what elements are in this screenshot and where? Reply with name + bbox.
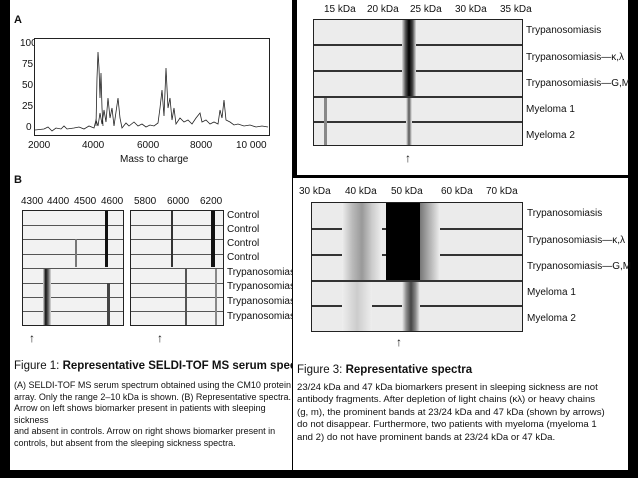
y-tick-75: 75 [22, 59, 34, 70]
b-tick-4400: 4400 [47, 196, 70, 207]
top-lane-label-4: Myeloma 1 [526, 104, 575, 115]
top-tick-30kda: 30 kDa [455, 4, 487, 15]
lane-label-control-4: Control [227, 252, 260, 263]
y-tick-25: 25 [22, 101, 34, 112]
caption-line: Arrow on left shows biomarker present in… [14, 403, 266, 425]
gel-group-2 [130, 210, 224, 326]
gel-top [313, 19, 523, 146]
gel-bottom [311, 202, 523, 332]
lane-label-trypanosomiasis-4: Trypanosomiasis [227, 311, 303, 322]
bottom-tick-50kda: 50 kDa [391, 186, 423, 197]
caption-line: array. Only the range 2–10 kDa is shown.… [14, 391, 291, 402]
bottom-tick-30kda: 30 kDa [299, 186, 331, 197]
caption-line: and 2) do not have prominent bands at 23… [297, 431, 556, 443]
caption-line: and absent in controls. Arrow on right s… [14, 426, 276, 437]
bottom-lane-label-1: Trypanosomiasis [527, 208, 603, 219]
figure-3-top-panel: 15 kDa 20 kDa 25 kDa 30 kDa 35 kDa Trypa… [297, 0, 631, 175]
top-lane-label-5: Myeloma 2 [526, 130, 575, 141]
up-arrow-icon-bottom-gel: ↑ [396, 335, 402, 349]
caption-line: (A) SELDI-TOF MS serum spectrum obtained… [14, 380, 291, 390]
figure-3-title-bold: Representative spectra [345, 364, 473, 376]
top-tick-35kda: 35 kDa [500, 4, 532, 15]
bottom-tick-40kda: 40 kDa [345, 186, 377, 197]
x-tick-10000: 10 000 [236, 140, 267, 151]
gel-group-1 [22, 210, 124, 326]
figure-3-caption-body: 23/24 kDa and 47 kDa biomarkers present … [297, 382, 625, 444]
figure-1-title-bold: Representative SELDI-TOF MS serum spectr… [62, 360, 311, 372]
bottom-lane-label-5: Myeloma 2 [527, 313, 576, 324]
y-tick-0: 0 [26, 122, 32, 133]
b-tick-6000: 6000 [167, 196, 190, 207]
lane-label-trypanosomiasis-3: Trypanosomiasis [227, 296, 303, 307]
b-tick-4300: 4300 [21, 196, 44, 207]
bottom-tick-60kda: 60 kDa [441, 186, 473, 197]
bottom-tick-70kda: 70 kDa [486, 186, 518, 197]
figure-1-panel: A 100 75 50 25 0 2000 4000 6000 8000 10 … [10, 0, 311, 470]
figure-1-title-prefix: Figure 1: [14, 360, 63, 372]
b-tick-4600: 4600 [101, 196, 124, 207]
caption-line: do not disappear. Furthermore, two patie… [297, 419, 597, 431]
lane-label-control-3: Control [227, 238, 260, 249]
top-tick-20kda: 20 kDa [367, 4, 399, 15]
lane-label-trypanosomiasis-2: Trypanosomiasis [227, 281, 303, 292]
lane-label-control-1: Control [227, 210, 260, 221]
spectrum-trace [34, 67, 269, 132]
lane-label-trypanosomiasis-1: Trypanosomiasis [227, 267, 303, 278]
x-tick-6000: 6000 [137, 140, 160, 151]
bottom-lane-label-3: Trypanosomiasis—G,M [527, 261, 632, 272]
spectrum-main-peak [95, 51, 104, 127]
y-tick-100: 100 [20, 38, 37, 49]
b-tick-5800: 5800 [134, 196, 157, 207]
mass-spectrum-plot [34, 38, 270, 136]
caption-line: (g, m), the prominent bands at 23/24 kDa… [297, 406, 605, 418]
top-lane-label-2: Trypanosomiasis—κ,λ [526, 52, 624, 63]
caption-line: controls, but absent from the sleeping s… [14, 437, 236, 448]
top-lane-label-1: Trypanosomiasis [526, 25, 602, 36]
figure-3-bottom-panel: 30 kDa 40 kDa 50 kDa 60 kDa 70 kDa Trypa… [293, 178, 632, 470]
x-tick-8000: 8000 [190, 140, 213, 151]
bottom-lane-label-4: Myeloma 1 [527, 287, 576, 298]
panel-a-label: A [14, 14, 22, 26]
up-arrow-icon-left: ↑ [29, 331, 35, 345]
top-tick-15kda: 15 kDa [324, 4, 356, 15]
lane-label-control-2: Control [227, 224, 260, 235]
top-tick-25kda: 25 kDa [410, 4, 442, 15]
up-arrow-icon-top-gel: ↑ [405, 151, 411, 165]
figure-1-caption-body: (A) SELDI-TOF MS serum spectrum obtained… [14, 380, 294, 450]
top-lane-label-3: Trypanosomiasis—G,M [526, 78, 631, 89]
up-arrow-icon-right: ↑ [157, 331, 163, 345]
x-tick-2000: 2000 [28, 140, 51, 151]
x-axis-label: Mass to charge [120, 154, 189, 165]
b-tick-6200: 6200 [200, 196, 223, 207]
caption-line: 23/24 kDa and 47 kDa biomarkers present … [297, 382, 598, 393]
panel-b-label: B [14, 174, 22, 186]
caption-line: antibody fragments. After depletion of l… [297, 394, 596, 406]
figure-1-caption-title: Figure 1: Representative SELDI-TOF MS se… [14, 360, 311, 372]
x-tick-4000: 4000 [82, 140, 105, 151]
y-tick-50: 50 [22, 80, 34, 91]
b-tick-4500: 4500 [74, 196, 97, 207]
figure-3-caption-title: Figure 3: Representative spectra [297, 364, 472, 376]
bottom-lane-label-2: Trypanosomiasis—κ,λ [527, 235, 625, 246]
spectrum-frame [34, 38, 270, 136]
figure-3-title-prefix: Figure 3: [297, 364, 346, 376]
